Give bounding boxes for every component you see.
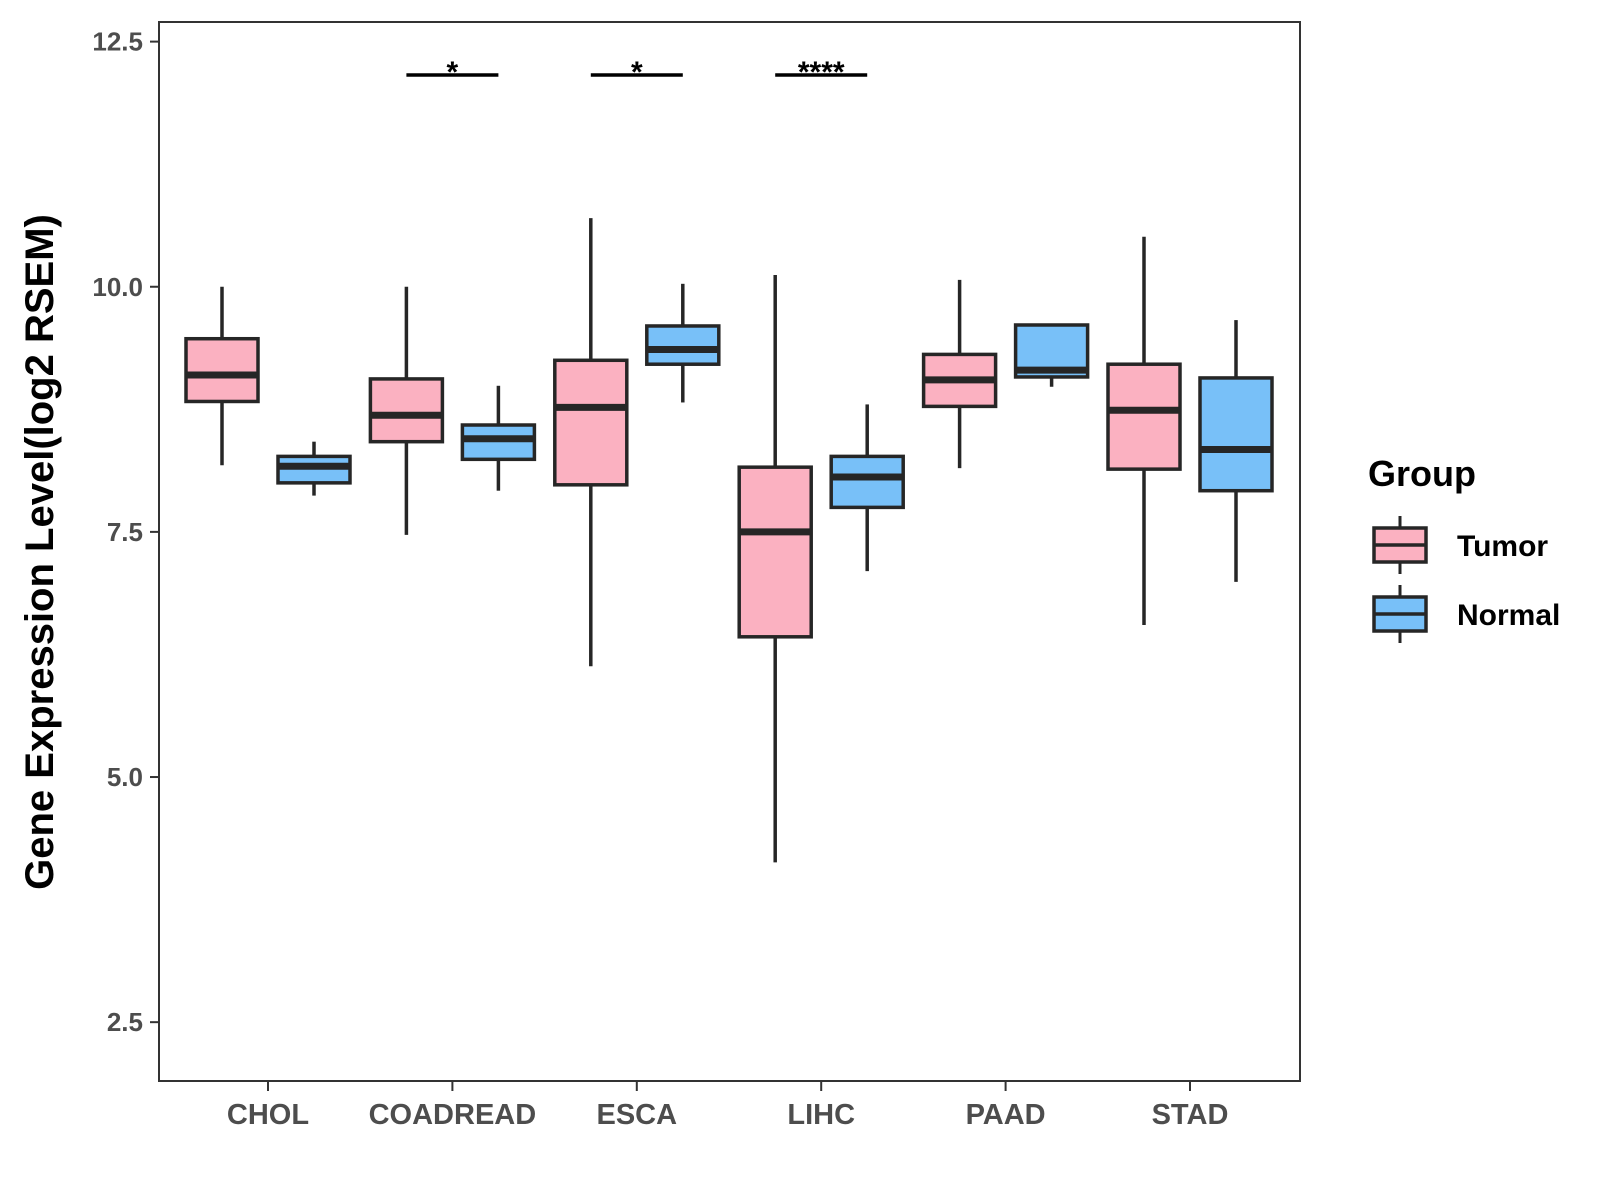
legend-item-tumor: Tumor	[1372, 516, 1548, 574]
iqr-box	[553, 358, 629, 487]
legend-title: Group	[1368, 453, 1476, 494]
box-tumor-stad	[1106, 236, 1182, 626]
x-tick-label: CHOL	[227, 1099, 309, 1131]
x-tick-label: ESCA	[597, 1099, 678, 1131]
box-normal-esca	[645, 283, 721, 403]
x-tick-label: STAD	[1152, 1099, 1229, 1131]
boxes-layer	[184, 218, 1274, 863]
iqr-box	[1106, 362, 1182, 471]
y-tick-label: 7.5	[107, 517, 143, 547]
significance-label: *	[631, 56, 643, 89]
iqr-box	[1198, 376, 1274, 493]
y-tick-label: 10.0	[92, 272, 143, 302]
legend-label: Normal	[1457, 599, 1560, 632]
significance-label: *	[447, 56, 459, 89]
y-tick-label: 12.5	[92, 27, 143, 57]
box-normal-coadread	[460, 385, 537, 491]
significance-label: ****	[798, 56, 845, 89]
box-tumor-paad	[921, 279, 998, 469]
legend: Tumor Normal	[1372, 516, 1560, 643]
iqr-box	[645, 324, 721, 366]
box-normal-lihc	[829, 404, 905, 572]
x-axis: CHOL COADREAD ESCA LIHC PAAD STAD	[227, 1081, 1228, 1131]
y-tick-label: 2.5	[107, 1007, 143, 1037]
x-tick-label: LIHC	[787, 1099, 855, 1131]
box-tumor-esca	[553, 218, 629, 667]
legend-label: Tumor	[1457, 530, 1548, 563]
box-normal-stad	[1198, 320, 1274, 582]
y-axis: 2.5 5.0 7.5 10.0 12.5	[92, 27, 159, 1037]
y-axis-title: Gene Expression Level(log2 RSEM)	[18, 214, 62, 890]
significance-layer: * * ****	[406, 56, 868, 89]
box-normal-chol	[276, 441, 352, 496]
y-tick-label: 5.0	[107, 762, 143, 792]
box-tumor-lihc	[737, 274, 813, 863]
legend-item-normal: Normal	[1372, 585, 1560, 643]
plot-panel	[158, 21, 1301, 1082]
box-tumor-chol	[184, 286, 260, 466]
box-tumor-coadread	[368, 286, 445, 535]
x-tick-label: PAAD	[966, 1099, 1046, 1131]
iqr-box	[737, 465, 813, 639]
iqr-box	[184, 336, 260, 404]
box-normal-paad	[1013, 323, 1090, 387]
iqr-box	[368, 377, 445, 444]
x-tick-label: COADREAD	[369, 1099, 537, 1131]
iqr-box	[829, 454, 905, 510]
